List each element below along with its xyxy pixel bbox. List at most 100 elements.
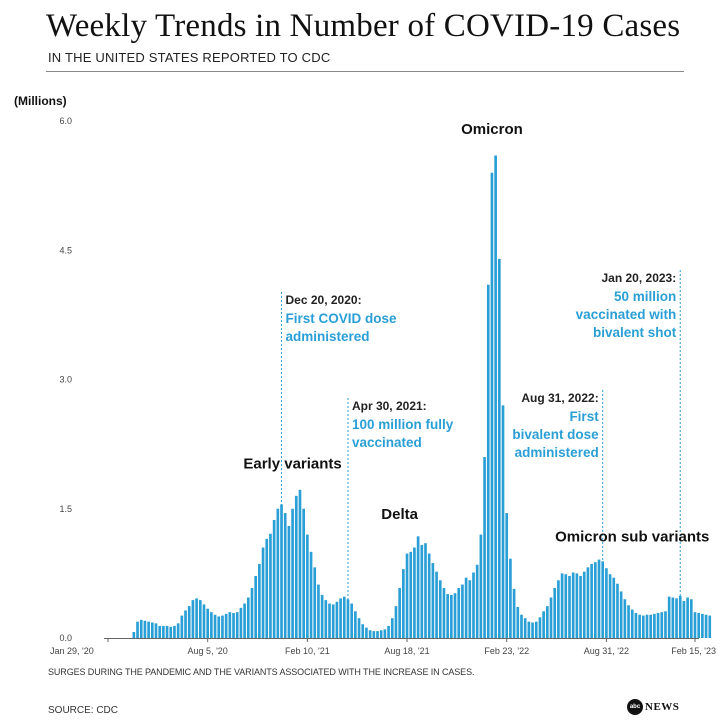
data-bar <box>180 615 184 638</box>
annotation-date: Dec 20, 2020: <box>286 293 362 307</box>
data-bar <box>195 598 198 638</box>
chart-footnote: SURGES DURING THE PANDEMIC AND THE VARIA… <box>48 667 475 677</box>
data-bar <box>486 284 490 638</box>
data-bar <box>453 593 457 638</box>
data-bar <box>217 616 221 638</box>
x-tick-label: Aug 18, '21 <box>384 646 429 656</box>
data-bar <box>516 606 520 638</box>
data-bar <box>320 594 324 638</box>
data-bar <box>184 610 187 638</box>
data-bar <box>221 615 224 638</box>
data-bar <box>582 571 586 638</box>
data-bar <box>560 573 564 638</box>
y-tick-label: 0.0 <box>59 633 72 643</box>
data-bar <box>457 588 461 638</box>
data-bar <box>294 495 298 638</box>
data-bar <box>601 561 605 638</box>
data-bar <box>682 600 686 638</box>
data-bar <box>283 513 287 638</box>
annotation-text: bivalent dose <box>512 427 599 442</box>
data-bar <box>575 573 579 638</box>
annotation-date: Aug 31, 2022: <box>521 391 598 405</box>
data-bar <box>571 572 575 638</box>
data-bar <box>534 621 538 638</box>
data-bar <box>139 619 143 638</box>
data-bar <box>446 594 449 638</box>
data-bar <box>413 547 416 638</box>
data-bar <box>405 553 409 638</box>
y-tick-label: 3.0 <box>59 375 72 385</box>
data-bar <box>302 508 305 638</box>
data-bar <box>675 598 678 638</box>
data-bar <box>368 630 372 638</box>
data-bar <box>590 563 593 638</box>
data-bar <box>627 605 630 638</box>
data-bar <box>568 575 571 638</box>
data-bar <box>143 620 147 638</box>
data-bar <box>298 489 302 638</box>
data-bar <box>483 457 486 638</box>
x-tick-label: Feb 10, '21 <box>285 646 330 656</box>
annotation-text: administered <box>286 329 370 344</box>
data-bar <box>424 543 427 638</box>
data-bar <box>287 525 291 638</box>
data-bar <box>276 508 280 638</box>
data-bar <box>527 621 531 638</box>
data-bar <box>549 597 553 638</box>
data-bar <box>235 612 239 638</box>
data-bar <box>265 538 269 638</box>
data-bar <box>693 612 697 638</box>
data-bar <box>313 567 317 638</box>
data-bar <box>638 614 641 638</box>
data-bar <box>132 631 136 638</box>
data-bar <box>645 614 649 638</box>
x-tick-label: Jan 29, '20 <box>50 646 94 656</box>
data-bar <box>634 613 638 638</box>
data-bar <box>206 608 210 638</box>
data-bar <box>630 609 634 638</box>
data-bar <box>409 551 413 638</box>
data-bar <box>162 625 165 638</box>
data-bar <box>150 622 154 638</box>
data-bar <box>254 575 258 638</box>
data-bar <box>520 614 523 638</box>
data-bar <box>269 533 272 638</box>
x-tick-label: Aug 31, '22 <box>584 646 629 656</box>
wave-label: Early variants <box>243 455 341 472</box>
abc-news-logo: abc NEWS <box>627 699 679 715</box>
data-bar <box>479 534 483 638</box>
annotation-text: vaccinated <box>352 435 422 450</box>
data-bar <box>232 613 235 638</box>
y-tick-label: 1.5 <box>59 504 72 514</box>
data-bar <box>438 580 442 638</box>
data-bar <box>564 574 568 638</box>
data-bar <box>187 606 191 638</box>
data-bar <box>202 604 206 638</box>
data-bar <box>641 615 645 638</box>
data-bar <box>490 172 494 638</box>
wave-label: Delta <box>381 506 418 523</box>
data-bar <box>494 155 497 638</box>
data-bar <box>261 547 265 638</box>
data-bar <box>697 613 701 638</box>
data-bar <box>557 580 560 638</box>
data-bar <box>376 631 379 638</box>
wave-label: Omicron <box>461 121 523 138</box>
annotation-date: Apr 30, 2021: <box>352 399 427 413</box>
data-bar <box>243 603 246 638</box>
abc-logo-icon: abc <box>627 699 643 715</box>
y-tick-label: 4.5 <box>59 245 72 255</box>
data-bar <box>649 614 653 638</box>
data-bar <box>228 612 232 638</box>
annotation-text: vaccinated with <box>576 307 677 322</box>
data-bar <box>136 621 139 638</box>
data-bar <box>450 594 453 638</box>
data-bar <box>383 629 387 638</box>
data-bar <box>387 625 390 638</box>
data-bar <box>272 519 276 638</box>
y-axis-label: (Millions) <box>14 94 67 108</box>
data-bar <box>173 625 176 638</box>
x-tick-label: Aug 5, '20 <box>188 646 228 656</box>
data-bar <box>553 588 557 638</box>
data-bar <box>667 596 671 638</box>
